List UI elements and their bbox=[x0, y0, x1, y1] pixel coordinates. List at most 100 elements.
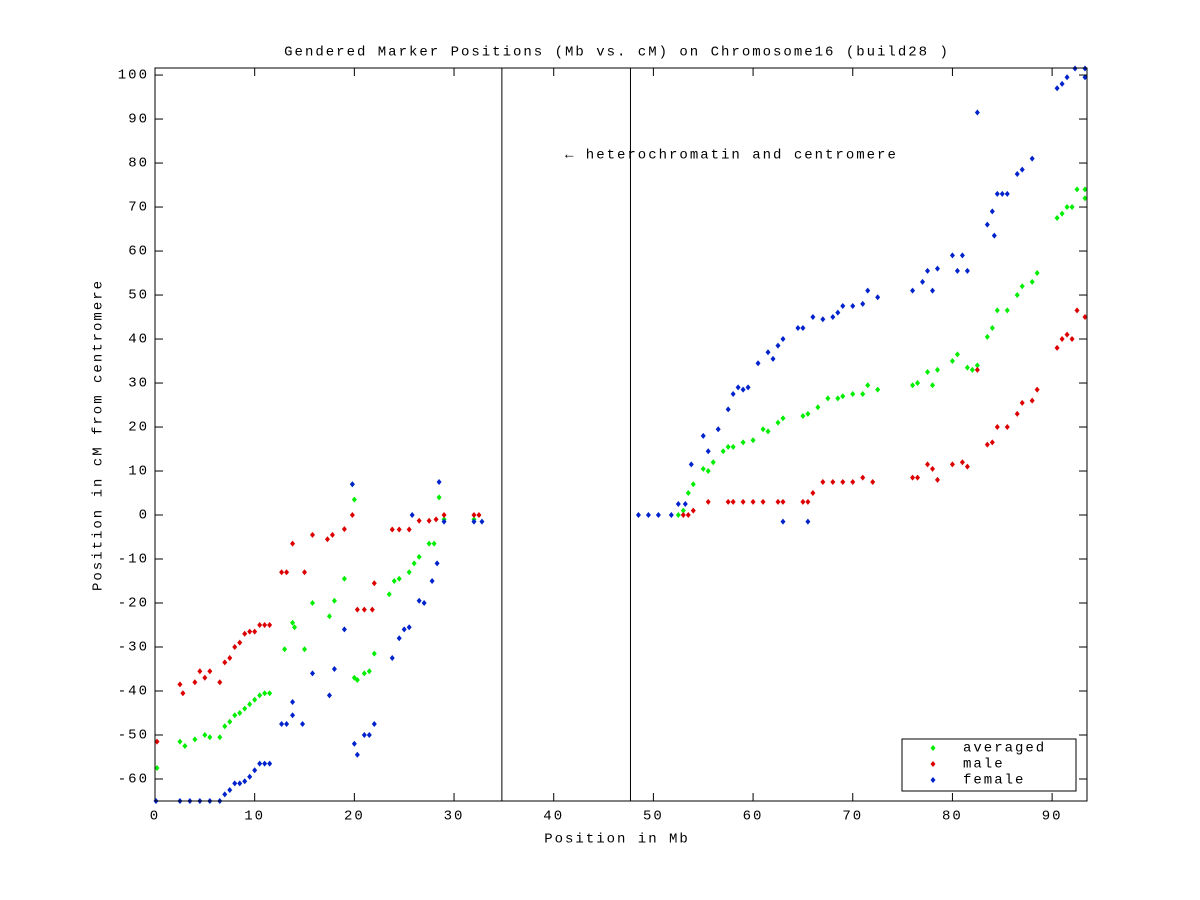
data-point bbox=[750, 437, 756, 444]
data-point bbox=[406, 624, 412, 631]
data-point bbox=[740, 439, 746, 446]
data-point bbox=[227, 718, 233, 725]
data-point bbox=[300, 721, 306, 728]
data-point bbox=[830, 314, 836, 321]
data-point bbox=[875, 386, 881, 393]
data-point bbox=[820, 316, 826, 323]
data-point bbox=[434, 560, 440, 567]
data-point bbox=[770, 355, 776, 362]
data-point bbox=[267, 622, 273, 629]
data-point bbox=[192, 679, 198, 686]
data-point bbox=[964, 267, 970, 274]
data-point bbox=[290, 699, 296, 706]
data-point bbox=[351, 740, 357, 747]
data-point bbox=[680, 512, 686, 519]
data-point bbox=[421, 600, 427, 607]
data-point bbox=[247, 773, 253, 780]
data-point bbox=[331, 597, 337, 604]
data-point bbox=[989, 325, 995, 332]
data-point bbox=[974, 109, 980, 116]
data-point bbox=[740, 386, 746, 393]
x-tick-label: 80 bbox=[942, 809, 963, 825]
data-point bbox=[217, 734, 223, 741]
data-point bbox=[252, 696, 258, 703]
x-tick-label: 70 bbox=[842, 809, 863, 825]
data-point bbox=[835, 309, 841, 316]
data-point bbox=[870, 479, 876, 486]
y-tick-label: 10 bbox=[128, 464, 149, 480]
data-point bbox=[860, 300, 866, 307]
data-point bbox=[949, 461, 955, 468]
data-point bbox=[227, 787, 233, 794]
data-point bbox=[1014, 171, 1020, 178]
data-point bbox=[429, 578, 435, 585]
data-point bbox=[934, 265, 940, 272]
y-tick-label: -10 bbox=[118, 552, 149, 568]
data-point bbox=[202, 674, 208, 681]
data-point bbox=[1069, 336, 1075, 343]
data-point bbox=[242, 630, 248, 637]
y-tick-label: 0 bbox=[139, 508, 149, 524]
data-point bbox=[910, 287, 916, 294]
legend-marker bbox=[930, 745, 936, 751]
data-point bbox=[391, 578, 397, 585]
data-point bbox=[720, 448, 726, 455]
x-tick-label: 90 bbox=[1042, 809, 1063, 825]
data-point bbox=[688, 461, 694, 468]
data-point bbox=[182, 743, 188, 750]
data-point bbox=[262, 690, 268, 697]
y-tick-label: 90 bbox=[128, 112, 149, 128]
data-point bbox=[284, 569, 290, 576]
data-point bbox=[850, 303, 856, 310]
data-point bbox=[222, 791, 228, 798]
data-point bbox=[725, 406, 731, 413]
data-point bbox=[984, 221, 990, 228]
data-point bbox=[257, 622, 263, 629]
data-point bbox=[1059, 210, 1065, 217]
data-point bbox=[1069, 204, 1075, 211]
x-tick-label: 30 bbox=[444, 809, 465, 825]
data-point bbox=[915, 474, 921, 481]
y-tick-label: -40 bbox=[118, 684, 149, 700]
data-point bbox=[685, 512, 691, 519]
data-point bbox=[964, 364, 970, 371]
data-point bbox=[282, 646, 288, 653]
data-point bbox=[471, 512, 477, 519]
data-point bbox=[290, 540, 296, 547]
data-point bbox=[989, 439, 995, 446]
data-point bbox=[1029, 155, 1035, 162]
data-point bbox=[915, 380, 921, 387]
data-point bbox=[1034, 270, 1040, 277]
data-point bbox=[409, 512, 415, 519]
data-point bbox=[441, 512, 447, 519]
data-point bbox=[262, 622, 268, 629]
data-point bbox=[730, 498, 736, 505]
chart-title: Gendered Marker Positions (Mb vs. cM) on… bbox=[284, 45, 950, 61]
data-point bbox=[755, 360, 761, 367]
data-point bbox=[964, 463, 970, 470]
legend-label: averaged bbox=[963, 741, 1046, 757]
data-point bbox=[675, 512, 681, 519]
data-point bbox=[180, 690, 186, 697]
data-point bbox=[730, 443, 736, 450]
data-point bbox=[1004, 424, 1010, 431]
x-axis-label: Position in Mb bbox=[544, 832, 690, 848]
data-point bbox=[324, 536, 330, 543]
data-point bbox=[361, 670, 367, 677]
data-point bbox=[207, 734, 213, 741]
data-point bbox=[690, 481, 696, 488]
data-point bbox=[222, 659, 228, 666]
data-point bbox=[1074, 307, 1080, 314]
data-point bbox=[994, 307, 1000, 314]
data-point bbox=[1082, 195, 1088, 202]
data-point bbox=[416, 597, 422, 604]
legend-marker bbox=[930, 761, 936, 767]
data-point bbox=[207, 668, 213, 675]
data-point bbox=[685, 490, 691, 497]
data-point bbox=[227, 655, 233, 662]
data-point bbox=[341, 575, 347, 582]
data-point bbox=[232, 644, 238, 651]
data-point bbox=[840, 393, 846, 400]
data-point bbox=[1014, 410, 1020, 417]
data-point bbox=[959, 252, 965, 259]
